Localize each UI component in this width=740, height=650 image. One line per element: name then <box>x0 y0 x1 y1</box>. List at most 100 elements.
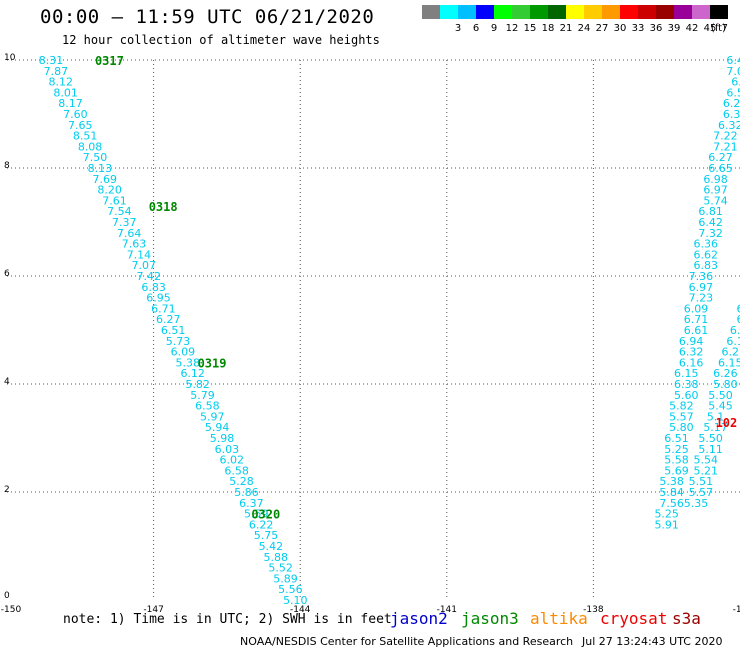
colorbar-tick-label: 12 <box>506 23 519 33</box>
colorbar-tick-label: 18 <box>542 23 555 33</box>
swh-value-label: 5.60 <box>674 389 699 402</box>
colorbar-swatch <box>602 5 620 19</box>
legend-jason3: jason3 <box>461 609 519 628</box>
swh-value-label: 6.37 <box>239 497 264 510</box>
colorbar-tick-label: 3 <box>455 23 461 33</box>
swh-value-label: 6.15 <box>718 356 740 369</box>
swh-value-label: 6.32 <box>679 346 704 359</box>
swh-value-label: 7.0 <box>726 65 740 78</box>
swh-value-label: 6.15 <box>674 367 699 380</box>
y-tick-label: 2 <box>4 485 10 495</box>
swh-value-label: 6.61 <box>684 324 709 337</box>
colorbar-swatch <box>638 5 656 19</box>
swh-value-label: 6.42 <box>698 216 723 229</box>
swh-value-label: 8.13 <box>88 162 113 175</box>
swh-value-label: 6.4 <box>726 54 740 67</box>
y-tick-label: 6 <box>4 269 10 279</box>
swh-value-label: 5.69 <box>664 464 689 477</box>
colorbar-swatch <box>674 5 692 19</box>
y-tick-label: 10 <box>4 53 16 63</box>
swh-value-label: 8.51 <box>73 130 98 143</box>
colorbar-swatch <box>530 5 548 19</box>
x-tick-label: -150 <box>1 605 22 615</box>
swh-value-label: 5.74 <box>703 194 728 207</box>
colorbar-swatch <box>458 5 476 19</box>
colorbar-swatch <box>584 5 602 19</box>
swh-value-label: 5.57 <box>669 410 694 423</box>
colorbar-swatch <box>548 5 566 19</box>
colorbar-swatch <box>710 5 728 19</box>
swh-value-label: 6.8 <box>731 76 740 89</box>
swh-value-label: 8.01 <box>53 86 78 99</box>
swh-value-label: 5.73 <box>166 335 191 348</box>
swh-value-label: 6.5 <box>726 86 740 99</box>
swh-value-label: 6.81 <box>698 205 723 218</box>
swh-value-label: 7.23 <box>689 292 714 305</box>
colorbar-tick-label: 6 <box>473 23 479 33</box>
swh-value-label: 6.65 <box>708 162 733 175</box>
pass-time-label: 0319 <box>198 356 227 370</box>
colorbar-swatch <box>566 5 584 19</box>
swh-value-label: 5.25 <box>664 443 689 456</box>
swh-value-label: 6 <box>737 313 740 326</box>
swh-value-label: 6 <box>737 302 740 315</box>
swh-value-label: 8.12 <box>49 76 74 89</box>
generated-timestamp: Jul 27 13:24:43 UTC 2020 <box>582 635 723 648</box>
swh-value-label: 6.1 <box>726 335 740 348</box>
swh-value-label: 5.58 <box>664 454 689 467</box>
x-tick-label: -138 <box>583 605 604 615</box>
colorbar-tick-label: 33 <box>632 23 645 33</box>
swh-value-label: 5.89 <box>273 572 298 585</box>
swh-value-label: 6.51 <box>664 432 689 445</box>
colorbar-unit: (ft) <box>711 23 726 33</box>
swh-value-label: 5.1 <box>707 410 725 423</box>
swh-value-label: 5.98 <box>210 432 235 445</box>
swh-value-label: 7.07 <box>132 259 157 272</box>
swh-value-label: 5.75 <box>254 529 279 542</box>
swh-value-label: 6.83 <box>694 259 719 272</box>
swh-value-label: 6.39 <box>723 108 740 121</box>
swh-value-label: 5.51 <box>689 475 714 488</box>
swh-value-label: 6.22 <box>249 518 274 531</box>
cryosat-time-label: 102 <box>716 416 738 430</box>
swh-value-label: 6.71 <box>684 313 709 326</box>
swh-value-label: 6.62 <box>694 248 719 261</box>
swh-value-label: 6.32 <box>718 119 740 132</box>
swh-value-label: 6.97 <box>689 281 714 294</box>
swh-value-label: 7.64 <box>117 227 142 240</box>
swh-value-label: 5.82 <box>669 400 694 413</box>
colorbar-tick-label: 21 <box>560 23 573 33</box>
colorbar-tick-label: 24 <box>578 23 591 33</box>
swh-value-label: 5.56 <box>278 583 303 596</box>
swh-value-label: 7.60 <box>63 108 88 121</box>
swh-value-label: 5.10 <box>283 594 308 607</box>
swh-value-label: 5.21 <box>694 464 719 477</box>
swh-value-label: 6.02 <box>220 454 245 467</box>
swh-value-label: 5.88 <box>264 551 289 564</box>
y-tick-label: 4 <box>4 377 10 387</box>
colorbar-swatch <box>422 5 440 19</box>
x-tick-label: -144 <box>290 605 311 615</box>
swh-value-label: 5.97 <box>200 410 225 423</box>
colorbar-tick-label: 27 <box>596 23 609 33</box>
units-note: note: 1) Time is in UTC; 2) SWH is in fe… <box>63 612 392 627</box>
swh-value-label: 6.12 <box>180 367 205 380</box>
swh-value-label: 6.27 <box>156 313 181 326</box>
colorbar-tick-label: 39 <box>668 23 681 33</box>
swh-value-label: 5.94 <box>205 421 230 434</box>
swh-value-label: 5.84 <box>659 486 684 499</box>
swh-value-label: 5.28 <box>229 475 254 488</box>
swh-value-label: 6.03 <box>215 443 240 456</box>
swh-value-label: 5.38 <box>176 356 201 369</box>
map-title: 00:00 – 11:59 UTC 06/21/2020 <box>40 6 375 28</box>
x-tick-label: -13 <box>733 605 740 615</box>
colorbar-swatch <box>494 5 512 19</box>
swh-value-label: 5.57 <box>689 486 714 499</box>
colorbar-tick-label: 36 <box>650 23 663 33</box>
swh-value-label: 5.80 <box>669 421 694 434</box>
credit-line: NOAA/NESDIS Center for Satellite Applica… <box>240 635 574 648</box>
map-subtitle: 12 hour collection of altimeter wave hei… <box>62 33 380 47</box>
x-tick-label: -141 <box>437 605 457 615</box>
swh-value-label: 5.35 <box>684 497 709 510</box>
